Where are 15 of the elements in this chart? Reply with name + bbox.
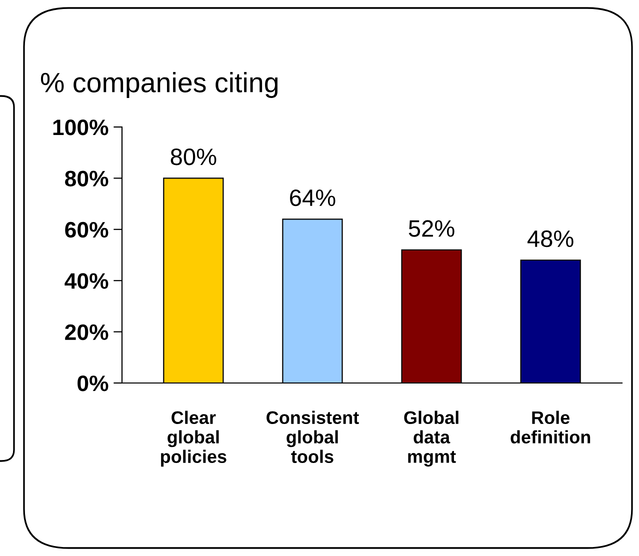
x-tick-label: Clear global policies — [161, 410, 226, 467]
x-tick-label: Role definition — [510, 410, 590, 444]
y-tick-label: 0% — [78, 376, 108, 392]
y-tick-label: 60% — [65, 222, 108, 238]
x-tick-label: Consistent global tools — [266, 410, 359, 464]
y-tick-label: 100% — [53, 120, 108, 136]
chart-title: % companies citing — [40, 72, 278, 98]
y-tick-label: 40% — [64, 273, 108, 289]
data-label: 52% — [408, 220, 454, 237]
x-tick-label: Global data mgmt — [404, 410, 458, 467]
data-label: 64% — [290, 189, 336, 206]
y-tick-label: 20% — [65, 324, 108, 340]
data-label: 48% — [527, 230, 574, 248]
y-tick-label: 80% — [65, 170, 108, 186]
data-label: 80% — [170, 148, 216, 166]
